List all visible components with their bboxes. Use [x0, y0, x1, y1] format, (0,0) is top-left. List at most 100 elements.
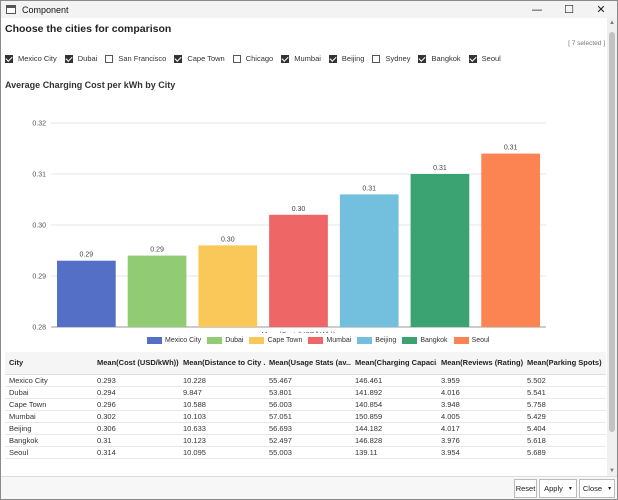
legend-item[interactable]: Mexico City [147, 337, 201, 344]
y-tick-label: 0.30 [32, 223, 46, 230]
table-row[interactable]: Mumbai 0.302 10.103 57.051 150.859 4.005 5.429 [5, 410, 606, 423]
table-row[interactable]: Dubai 0.294 9.847 53.801 141.892 4.016 5.541 [5, 386, 606, 399]
column-header[interactable]: Mean(Reviews (Rating)) [437, 352, 523, 375]
table-cell: Mumbai [5, 410, 93, 423]
column-header[interactable]: Mean(Usage Stats (av... [265, 352, 351, 375]
table-row[interactable]: Cape Town 0.296 10.588 56.003 140.854 3.948 5.… [5, 398, 606, 411]
checkbox-checked-icon[interactable] [174, 54, 183, 63]
city-checkbox-sydney[interactable]: Sydney [372, 54, 410, 63]
table-cell: Dubai [5, 386, 93, 399]
city-selector-title: Choose the cities for comparison [5, 23, 172, 35]
checkbox-unchecked-icon[interactable] [105, 54, 114, 63]
city-checkbox-cape-town[interactable]: Cape Town [174, 54, 225, 63]
bar-mumbai[interactable] [269, 214, 328, 327]
column-header[interactable]: Mean(Parking Spots) [523, 352, 606, 375]
column-header[interactable]: City [5, 352, 93, 375]
table-cell: 3.948 [437, 398, 523, 411]
city-checkbox-seoul[interactable]: Seoul [468, 54, 501, 63]
city-checkbox-mexico-city[interactable]: Mexico City [5, 54, 57, 63]
scroll-thumb[interactable] [609, 32, 615, 432]
apply-button[interactable]: Apply ▾ [539, 479, 577, 498]
close-window-button[interactable]: ✕ [596, 3, 606, 16]
legend-item[interactable]: Seoul [453, 337, 489, 344]
y-tick-label: 0.28 [32, 325, 46, 332]
checkbox-unchecked-icon[interactable] [372, 54, 381, 63]
table-cell: 5.502 [523, 374, 606, 387]
city-checkbox-chicago[interactable]: Chicago [232, 54, 273, 63]
table-cell: 56.693 [265, 422, 351, 435]
legend-swatch [249, 337, 265, 344]
table-row[interactable]: Beijing 0.306 10.633 56.693 144.182 4.017 5.40… [5, 422, 606, 435]
checkbox-checked-icon[interactable] [328, 54, 337, 63]
legend-item[interactable]: Beijing [357, 337, 396, 344]
table-cell: 0.314 [93, 446, 179, 459]
bar-beijing[interactable] [339, 194, 399, 327]
city-checkbox-bangkok[interactable]: Bangkok [418, 54, 461, 63]
legend-label: Bangkok [420, 337, 448, 344]
table-row[interactable]: Bangkok 0.31 10.123 52.497 146.828 3.976 5.618 [5, 434, 606, 447]
bar-dubai[interactable] [127, 255, 187, 327]
close-dropdown-icon[interactable]: ▾ [608, 486, 612, 492]
window-title: Component [22, 4, 69, 15]
y-tick-label: 0.32 [32, 121, 46, 128]
apply-label: Apply [544, 484, 563, 493]
bar-data-label: 0.31 [433, 165, 447, 172]
legend-label: Cape Town [267, 337, 303, 344]
y-tick-label: 0.31 [32, 172, 46, 179]
city-checkbox-label: Mexico City [18, 54, 57, 63]
checkbox-checked-icon[interactable] [64, 54, 73, 63]
city-checkbox-label: Mumbai [294, 54, 321, 63]
checkbox-checked-icon[interactable] [418, 54, 427, 63]
legend-item[interactable]: Bangkok [402, 337, 448, 344]
vertical-scrollbar[interactable]: ▲ ▼ [607, 18, 617, 476]
reset-label: Reset [515, 484, 536, 493]
bar-chart: 0.28 0.29 0.30 0.31 0.32 0.29 0.29 0.30 0.30 0.31… [32, 121, 546, 333]
minimize-button[interactable]: — [531, 3, 543, 16]
bar-data-label: 0.29 [150, 247, 164, 254]
maximize-button[interactable]: ☐ [564, 3, 574, 16]
checkbox-unchecked-icon[interactable] [232, 54, 241, 63]
bar-data-label: 0.30 [292, 206, 306, 213]
scroll-down-arrow-icon[interactable]: ▼ [609, 468, 615, 474]
table-header-row: City Mean(Cost (USD/kWh)) Mean(Distance to… [5, 352, 606, 375]
legend-item[interactable]: Cape Town [249, 337, 302, 344]
bar-bangkok[interactable] [410, 174, 470, 327]
close-button[interactable]: Close ▾ [579, 479, 615, 498]
city-checkbox-dubai[interactable]: Dubai [64, 54, 97, 63]
city-checkbox-beijing[interactable]: Beijing [328, 54, 364, 63]
table-row[interactable]: Mexico City 0.293 10.228 55.467 146.461 3.959… [5, 374, 606, 387]
column-header[interactable]: Mean(Distance to City ... [179, 352, 265, 375]
legend-label: Beijing [375, 337, 397, 344]
city-checkbox-san-francisco[interactable]: San Francisco [105, 54, 166, 63]
city-checkbox-label: Cape Town [187, 54, 225, 63]
x-axis-label: Mean(Cost (USD/kWh)) [262, 332, 336, 333]
scroll-up-arrow-icon[interactable]: ▲ [609, 20, 615, 26]
window-app-icon [6, 5, 16, 14]
table-cell: 5.429 [523, 410, 606, 423]
column-header[interactable]: Mean(Charging Capaci... [351, 352, 437, 375]
legend-item[interactable]: Mumbai [308, 337, 351, 344]
bar-seoul[interactable] [481, 153, 540, 327]
table-cell: 9.847 [179, 386, 265, 399]
column-header[interactable]: Mean(Cost (USD/kWh)) [93, 352, 179, 375]
table-cell: 5.541 [523, 386, 606, 399]
close-label: Close [582, 484, 603, 493]
city-checkbox-mumbai[interactable]: Mumbai [281, 54, 321, 63]
table-cell: Seoul [5, 446, 93, 459]
checkbox-checked-icon[interactable] [468, 54, 477, 63]
table-row[interactable]: Seoul 0.314 10.095 55.003 139.11 3.954 5.689 [5, 446, 606, 459]
table-cell: 0.31 [93, 434, 179, 447]
table-cell: 10.103 [179, 410, 265, 423]
legend-item[interactable]: Dubai [207, 337, 243, 344]
checkbox-checked-icon[interactable] [281, 54, 290, 63]
table-cell: 10.095 [179, 446, 265, 459]
legend-label: Dubai [225, 337, 244, 344]
table-cell: 0.306 [93, 422, 179, 435]
reset-button[interactable]: Reset [514, 479, 537, 498]
checkbox-checked-icon[interactable] [5, 54, 13, 63]
bar-cape-town[interactable] [198, 245, 258, 327]
table-cell: 3.954 [437, 446, 523, 459]
bar-mexico-city[interactable] [57, 260, 116, 327]
apply-dropdown-icon[interactable]: ▾ [568, 486, 572, 492]
